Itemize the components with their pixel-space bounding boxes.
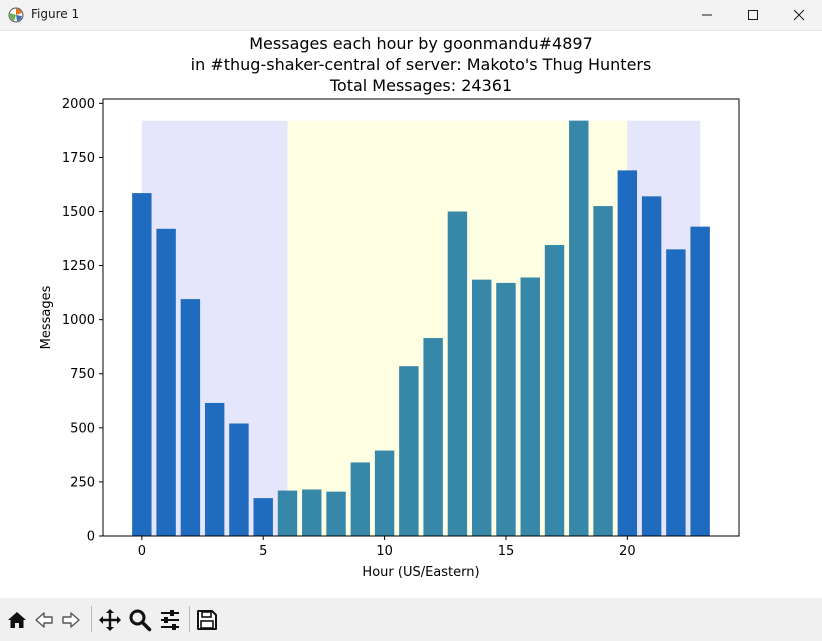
x-tick-label: 15 [498,544,515,559]
y-tick-label: 1750 [62,151,95,166]
chart-title-line-3: Total Messages: 24361 [329,76,513,95]
minimize-icon [702,14,712,16]
home-button[interactable] [3,606,31,634]
back-button[interactable] [30,606,58,634]
window-title: Figure 1 [31,7,80,21]
bar-hour-19 [593,206,613,536]
bar-hour-3 [204,402,225,536]
toolbar-separator [189,606,190,632]
back-icon [35,612,53,628]
minimize-button[interactable] [684,0,730,30]
navigation-toolbar [0,598,822,641]
y-tick-label: 750 [70,367,95,382]
close-icon [793,9,805,21]
shaded-span-2 [627,120,701,536]
bar-hour-8 [326,491,346,536]
bar-hour-13 [447,211,468,536]
y-tick-label: 1250 [62,259,95,274]
bar-hour-5 [253,498,273,536]
bar-hour-9 [350,462,371,536]
bar-hour-21 [641,196,662,536]
forward-button[interactable] [57,606,85,634]
y-tick-label: 500 [70,421,95,436]
bar-chart: 0 250 500 750 1000 1250 1500 1750 2000 0 5 10 15 20 Ho… [39,97,740,580]
y-tick-label: 1500 [62,205,95,220]
bar-hour-7 [302,489,322,536]
x-tick-label: 20 [619,544,636,559]
home-icon [8,612,26,628]
bar-hour-6 [277,490,298,536]
y-tick-label: 0 [87,530,95,545]
zoom-button[interactable] [126,606,154,634]
bar-hour-4 [229,423,249,536]
pan-icon [99,609,121,631]
zoom-icon [129,609,152,632]
maximize-button[interactable] [730,0,776,30]
close-button[interactable] [776,0,822,30]
bar-hour-17 [544,245,565,536]
y-tick-label: 250 [70,475,95,490]
x-tick-label: 5 [259,544,267,559]
title-bar: Figure 1 [0,0,822,31]
figure-canvas: 0 250 500 750 1000 1250 1500 1750 2000 0 5 10 15 20 Ho… [0,31,822,598]
bar-hour-18 [569,120,589,536]
bar-hour-0 [132,193,152,536]
axes-frame [102,98,740,537]
y-tick-label: 2000 [62,97,95,112]
toolbar-separator [91,606,92,632]
bar-hour-14 [471,279,492,536]
bar-hour-10 [374,450,395,536]
bar-hour-1 [156,228,176,536]
bar-hour-20 [617,170,638,536]
bar-hour-22 [666,249,686,537]
maximize-icon [748,10,758,20]
pan-button[interactable] [96,606,124,634]
configure-subplots-button[interactable] [156,606,184,634]
chart-title-line-2: in #thug-shaker-central of server: Makot… [190,55,652,74]
bar-hour-15 [496,282,516,536]
bar-hour-23 [690,226,710,536]
x-axis-label: Hour (US/Eastern) [362,565,479,580]
forward-icon [62,612,80,628]
bar-hour-12 [423,338,443,536]
bar-hour-11 [399,366,419,536]
x-tick-label: 0 [138,544,146,559]
configure-subplots-icon [161,610,179,630]
x-tick-label: 10 [376,544,393,559]
matplotlib-icon [8,7,24,23]
bar-hour-2 [180,299,201,536]
bar-hour-16 [520,277,540,536]
y-axis-label: Messages [39,285,54,349]
y-tick-label: 1000 [62,313,95,328]
chart-title-line-1: Messages each hour by goonmandu#4897 [249,34,593,53]
save-button[interactable] [193,606,221,634]
save-icon [197,610,217,630]
